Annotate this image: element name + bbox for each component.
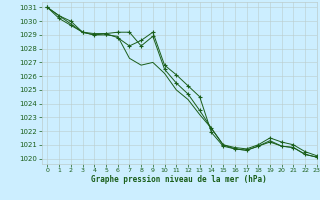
X-axis label: Graphe pression niveau de la mer (hPa): Graphe pression niveau de la mer (hPa) [91,175,267,184]
